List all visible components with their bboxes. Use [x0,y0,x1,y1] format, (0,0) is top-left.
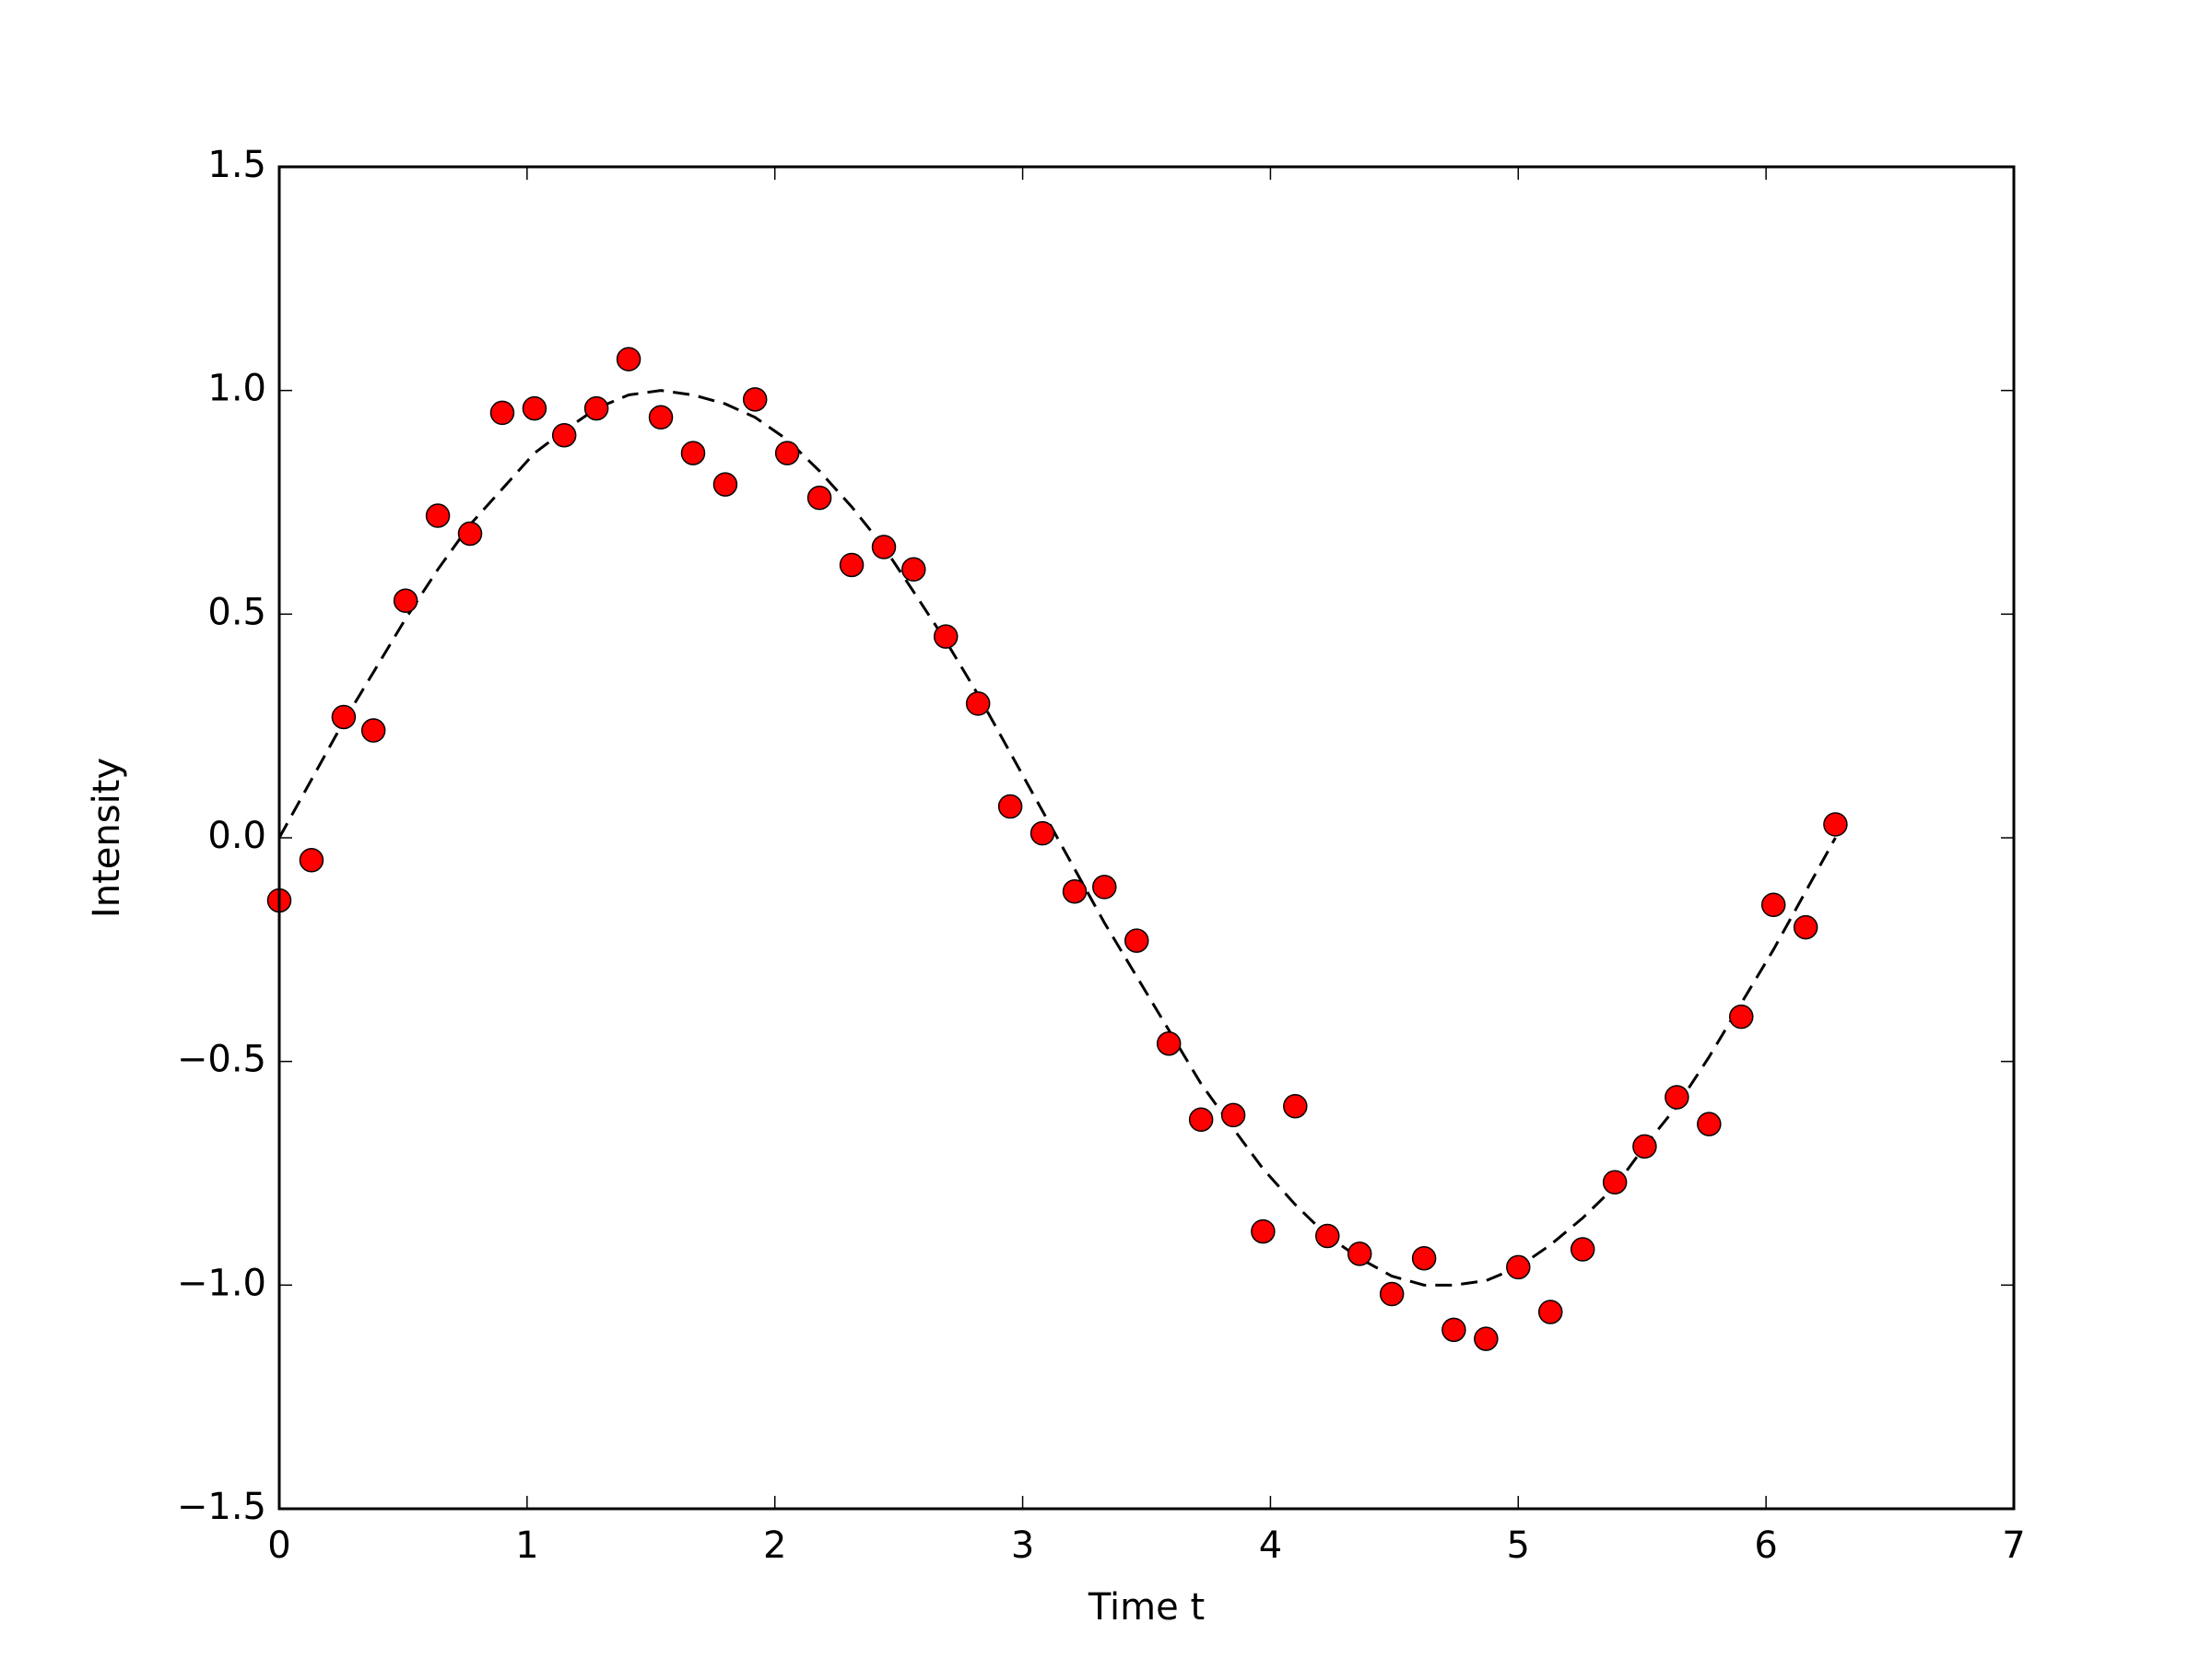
data-point [1030,820,1055,846]
data-point [965,691,991,716]
data-point [1315,1223,1340,1249]
plot-frame [277,165,2016,1511]
data-point [1188,1107,1214,1133]
data-point [360,718,386,743]
y-tick-label: 1.5 [207,144,266,186]
data-point [583,395,609,421]
data-point [648,405,674,430]
data-point [742,387,768,412]
data-point [616,347,641,371]
x-tick-label: 3 [1011,1524,1034,1567]
data-point [1665,1085,1689,1110]
data-point [1570,1237,1595,1262]
data-point [1347,1241,1372,1266]
y-tick-label: 1.0 [207,368,266,410]
data-point [1411,1245,1437,1271]
x-tick-label: 6 [1754,1524,1777,1567]
x-tick-label: 0 [267,1524,290,1567]
data-point [393,588,418,614]
data-point [331,704,357,730]
y-tick-label: 0.5 [207,591,266,633]
data-point [839,552,865,578]
data-point [522,395,547,421]
data-point [457,521,483,547]
data-point [1537,1300,1563,1324]
data-point [806,485,832,511]
y-axis-label: Intensity [86,758,128,918]
data-point [1124,928,1149,953]
y-tick-label: −1.0 [177,1262,266,1304]
data-point [489,400,515,426]
data-point [901,557,926,582]
data-point [1220,1102,1246,1128]
data-point [1729,1004,1754,1030]
data-point [551,422,577,448]
x-tick-label: 7 [2002,1524,2025,1567]
data-point [774,441,800,465]
data-point [1793,914,1818,940]
data-point [997,794,1023,819]
data-point [871,535,897,559]
data-point [1474,1326,1499,1351]
data-point [1602,1170,1628,1194]
data-point [1092,875,1117,900]
data-point [1506,1254,1531,1280]
x-tick-label: 2 [763,1524,786,1567]
data-point [1823,812,1848,837]
data-point [1251,1218,1276,1244]
data-point [1697,1112,1722,1136]
data-point [1062,878,1088,904]
data-point [1441,1317,1466,1343]
data-point [1632,1134,1657,1159]
fit-line [277,389,1837,1287]
data-point [712,472,738,497]
data-point [425,503,451,528]
data-point [299,848,324,873]
x-tick-label: 1 [515,1524,538,1567]
x-axis-label: Time t [1088,1586,1205,1629]
y-tick-label: 0.0 [207,815,266,857]
data-point [680,441,706,465]
x-tick-label: 4 [1259,1524,1282,1567]
data-point [1379,1281,1405,1307]
data-point [1283,1093,1308,1119]
y-tick-label: −1.5 [177,1486,266,1528]
x-tick-label: 5 [1507,1524,1530,1567]
data-point [1156,1031,1182,1056]
y-tick-label: −0.5 [177,1039,266,1081]
data-point [933,624,959,649]
data-point [1760,892,1786,918]
